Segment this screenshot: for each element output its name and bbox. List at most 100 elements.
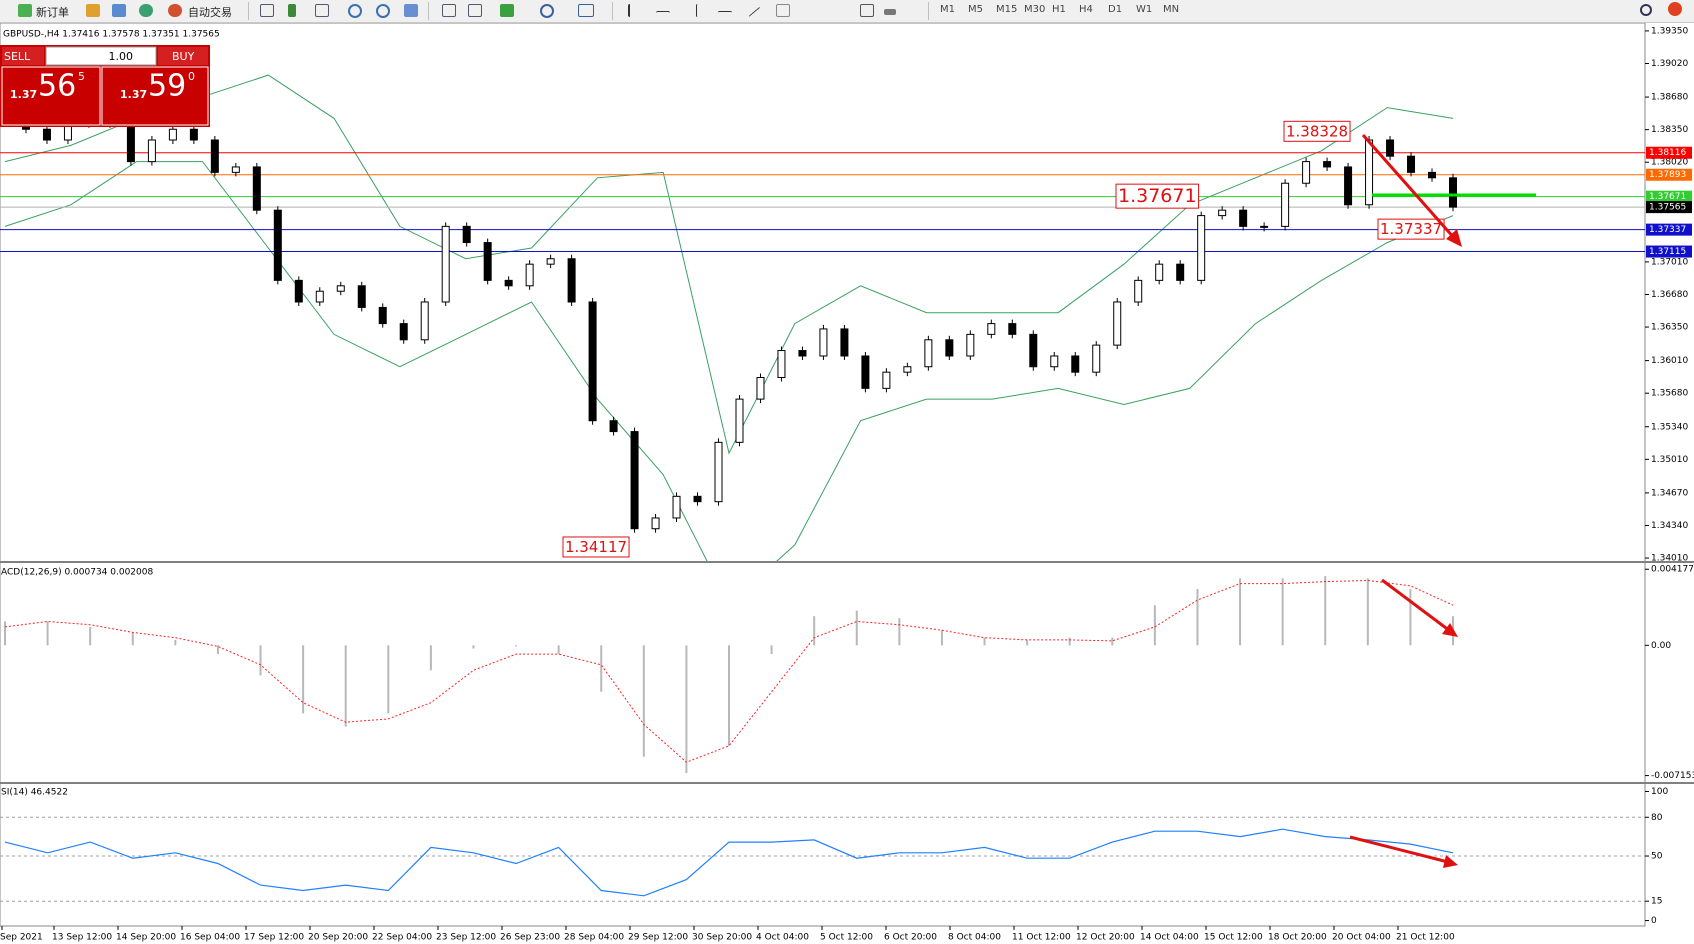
crosshair-tool[interactable] xyxy=(656,11,670,19)
candle-body xyxy=(378,306,387,325)
icon[interactable] xyxy=(442,4,456,17)
candle-body xyxy=(924,339,933,368)
macd-bar xyxy=(770,645,773,655)
macd-bar xyxy=(1281,578,1284,646)
icon[interactable] xyxy=(540,4,554,18)
timeframe-button[interactable]: D1 xyxy=(1108,4,1123,15)
macd-bar xyxy=(898,618,901,646)
candle-body xyxy=(525,263,534,287)
y-tick-label: 1.36350 xyxy=(1651,323,1688,333)
macd-bar xyxy=(472,645,475,649)
buy-price-box[interactable] xyxy=(101,66,209,126)
zoom-out[interactable] xyxy=(376,4,390,18)
icon[interactable] xyxy=(288,4,296,17)
sell-button[interactable] xyxy=(2,47,44,65)
candle-body xyxy=(1344,166,1353,206)
timeframe-button[interactable]: MN xyxy=(1163,4,1180,15)
x-tick-label: 29 Sep 12:00 xyxy=(628,933,688,943)
auto-trading-icon[interactable] xyxy=(168,4,182,17)
macd-bar xyxy=(983,637,986,646)
candle-body xyxy=(1365,139,1374,206)
price-annotation: 1.34117 xyxy=(565,538,627,556)
x-tick-label: 21 Oct 12:00 xyxy=(1396,933,1455,943)
auto-trading-button[interactable]: 自动交易 xyxy=(188,6,232,19)
lot-value[interactable]: 1.00 xyxy=(109,50,134,63)
x-tick-label: 4 Oct 04:00 xyxy=(756,933,809,943)
macd-bar xyxy=(344,645,347,727)
new-order-button[interactable]: 新订单 xyxy=(36,6,69,19)
candle-body xyxy=(798,350,807,357)
new-order-icon[interactable] xyxy=(18,4,32,17)
icon[interactable] xyxy=(884,9,896,15)
timeframe-button[interactable]: M30 xyxy=(1024,4,1046,15)
y-tick-label: 1.35010 xyxy=(1651,455,1688,465)
macd-bar xyxy=(302,645,305,714)
vline-tool[interactable] xyxy=(696,4,699,17)
trendline-tool[interactable] xyxy=(748,6,762,19)
chart-window: 1.393501.390201.386801.383501.380201.370… xyxy=(0,23,1694,943)
timeframe-button[interactable]: H1 xyxy=(1052,4,1066,15)
price-level-tag xyxy=(1646,223,1692,236)
bollinger-band xyxy=(4,161,1454,561)
trade-panel: SELL 1.00 BUY 1.37 56 5 1.37 59 0 xyxy=(0,45,210,127)
x-tick-label: 17 Sep 12:00 xyxy=(244,933,304,943)
y-tick-label: 100 xyxy=(1651,787,1668,797)
y-tick-label: 1.37010 xyxy=(1651,257,1688,267)
arrow xyxy=(1349,835,1449,864)
zoom-in[interactable] xyxy=(348,4,362,18)
buy-button[interactable] xyxy=(158,47,208,65)
candle-body xyxy=(1239,209,1248,227)
hline-tool[interactable] xyxy=(718,11,732,14)
candle-body xyxy=(1008,323,1017,335)
candle-body xyxy=(1197,215,1206,281)
timeframe-button[interactable]: W1 xyxy=(1136,4,1153,15)
icon[interactable] xyxy=(578,4,594,17)
candle-body xyxy=(903,366,912,373)
icon[interactable] xyxy=(500,4,514,17)
y-tick-label: 80 xyxy=(1651,813,1663,823)
candle-body xyxy=(1176,263,1185,281)
icon[interactable] xyxy=(468,4,482,17)
timeframe-button[interactable]: M5 xyxy=(968,4,983,15)
icon[interactable] xyxy=(315,4,329,17)
x-tick-label: 18 Oct 20:00 xyxy=(1268,933,1327,943)
y-tick-label: 1.35340 xyxy=(1651,422,1688,432)
arrow xyxy=(1381,578,1451,633)
timeframe-button[interactable]: H4 xyxy=(1079,4,1093,15)
buy-label[interactable]: BUY xyxy=(172,50,195,63)
icon[interactable] xyxy=(86,4,100,17)
price-level-label: 1.37337 xyxy=(1649,225,1686,235)
candle-body xyxy=(735,398,744,443)
candle-body xyxy=(714,441,723,503)
macd-bar xyxy=(685,645,688,773)
icon[interactable] xyxy=(260,4,274,17)
icon[interactable] xyxy=(404,4,418,17)
y-tick-label: 15 xyxy=(1651,897,1662,907)
y-tick-label: 1.39020 xyxy=(1651,59,1688,69)
main-pane xyxy=(0,74,1645,561)
notifications[interactable] xyxy=(1668,2,1682,16)
bollinger-band xyxy=(4,74,1454,455)
cursor-tool[interactable] xyxy=(628,4,636,17)
icon[interactable] xyxy=(776,4,790,17)
timeframe-button[interactable]: M1 xyxy=(940,4,955,15)
lot-input[interactable] xyxy=(45,46,157,66)
search[interactable] xyxy=(1640,4,1652,16)
macd-bar xyxy=(4,621,6,646)
macd-bar xyxy=(515,645,518,647)
macd-bar xyxy=(1239,578,1242,646)
label-tool[interactable] xyxy=(860,4,874,17)
sell-label[interactable]: SELL xyxy=(4,50,31,63)
text-tool[interactable] xyxy=(836,4,850,17)
timeframe-button[interactable]: M15 xyxy=(996,4,1018,15)
icon[interactable] xyxy=(112,4,126,17)
candle-body xyxy=(273,209,282,281)
candle-body xyxy=(42,128,51,141)
candle-body xyxy=(315,290,324,303)
candle-body xyxy=(1113,301,1122,346)
y-tick-label: 1.38350 xyxy=(1651,125,1688,135)
macd-pane xyxy=(4,576,1454,773)
sell-price-box[interactable] xyxy=(1,66,101,126)
y-tick-label: 1.36680 xyxy=(1651,290,1688,300)
icon[interactable] xyxy=(139,4,153,17)
